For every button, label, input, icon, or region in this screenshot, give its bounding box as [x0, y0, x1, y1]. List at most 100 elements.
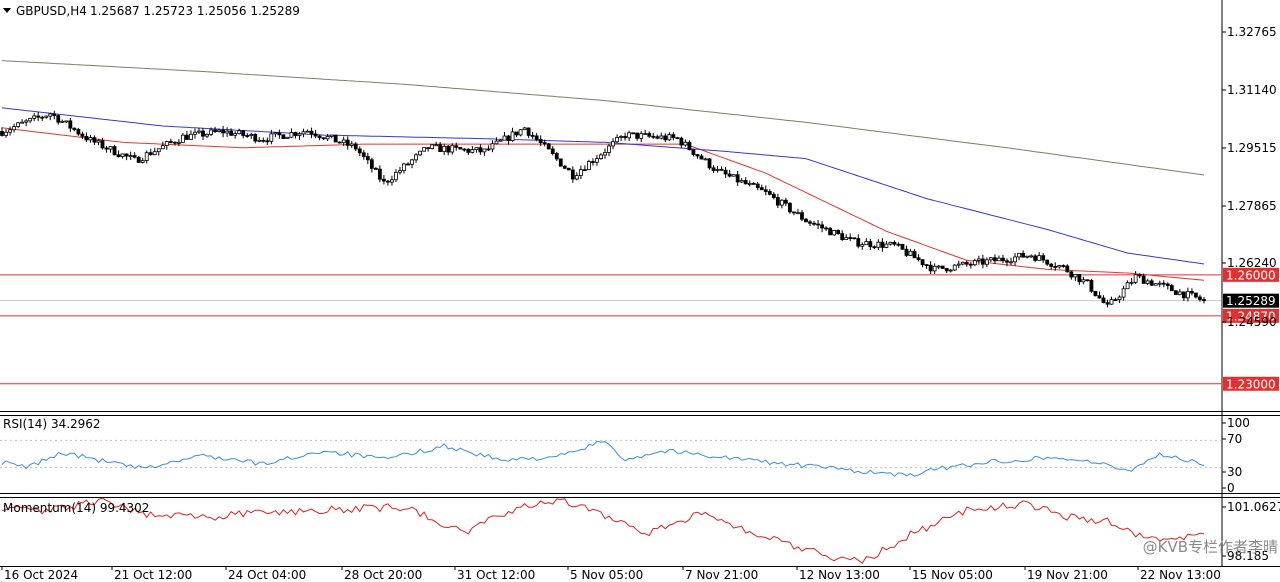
candle[interactable]	[904, 245, 909, 257]
candle[interactable]	[908, 248, 913, 256]
candle[interactable]	[88, 134, 93, 143]
candle[interactable]	[221, 125, 226, 138]
candle[interactable]	[249, 132, 254, 139]
candle[interactable]	[993, 254, 997, 265]
candle[interactable]	[1101, 295, 1106, 304]
candle[interactable]	[1157, 280, 1162, 288]
candle[interactable]	[345, 136, 350, 150]
candle[interactable]	[615, 134, 619, 143]
candle[interactable]	[486, 145, 491, 151]
candle[interactable]	[510, 127, 515, 142]
candle[interactable]	[32, 112, 37, 122]
candle[interactable]	[562, 164, 567, 170]
candle[interactable]	[124, 153, 129, 161]
candle[interactable]	[1033, 254, 1038, 263]
candle[interactable]	[1017, 252, 1021, 261]
candle[interactable]	[1186, 287, 1190, 302]
candle[interactable]	[534, 132, 539, 142]
candle[interactable]	[1081, 276, 1086, 285]
candle[interactable]	[12, 123, 16, 133]
candle[interactable]	[1190, 288, 1194, 296]
candle[interactable]	[1137, 273, 1142, 279]
candle[interactable]	[550, 146, 555, 156]
candle[interactable]	[474, 147, 479, 153]
candle[interactable]	[1085, 279, 1090, 282]
candle[interactable]	[1073, 274, 1078, 282]
candle[interactable]	[261, 137, 266, 143]
candle[interactable]	[599, 152, 603, 160]
candle[interactable]	[591, 158, 595, 166]
candle[interactable]	[900, 243, 905, 250]
candle[interactable]	[1013, 253, 1017, 266]
candle[interactable]	[225, 127, 230, 137]
candle[interactable]	[381, 175, 386, 185]
candle[interactable]	[731, 174, 736, 177]
candle[interactable]	[1173, 290, 1178, 295]
candle[interactable]	[48, 112, 53, 121]
candle[interactable]	[944, 268, 949, 274]
candle[interactable]	[1129, 278, 1134, 286]
candle[interactable]	[848, 233, 853, 242]
candle[interactable]	[56, 114, 61, 125]
candle[interactable]	[840, 230, 845, 241]
candle[interactable]	[583, 165, 587, 172]
candle[interactable]	[1049, 262, 1054, 270]
candle[interactable]	[305, 129, 310, 133]
candle[interactable]	[924, 264, 929, 269]
candle[interactable]	[1037, 252, 1042, 261]
candle[interactable]	[104, 146, 109, 153]
candle[interactable]	[1001, 254, 1005, 264]
candle[interactable]	[727, 169, 732, 178]
candle[interactable]	[916, 254, 921, 262]
candle[interactable]	[920, 259, 925, 268]
candle[interactable]	[884, 240, 889, 249]
candle[interactable]	[587, 159, 591, 171]
candle[interactable]	[60, 119, 65, 124]
candle[interactable]	[353, 142, 358, 152]
candle[interactable]	[603, 148, 607, 159]
candle[interactable]	[1005, 258, 1009, 267]
candle[interactable]	[860, 242, 865, 250]
candle[interactable]	[229, 128, 234, 136]
candle[interactable]	[301, 128, 306, 138]
candle[interactable]	[607, 143, 611, 157]
candle[interactable]	[390, 175, 394, 186]
candle[interactable]	[197, 127, 201, 135]
candle[interactable]	[928, 261, 933, 275]
candle[interactable]	[490, 140, 495, 153]
candle[interactable]	[952, 264, 957, 272]
candle[interactable]	[369, 157, 374, 173]
candle[interactable]	[92, 135, 97, 146]
candle[interactable]	[964, 260, 969, 267]
candle[interactable]	[687, 140, 692, 151]
candle[interactable]	[1169, 283, 1174, 292]
candle[interactable]	[1145, 278, 1150, 286]
candle[interactable]	[64, 120, 69, 123]
candle[interactable]	[434, 141, 439, 147]
candle[interactable]	[1053, 262, 1058, 271]
candle[interactable]	[558, 158, 563, 167]
candle[interactable]	[611, 138, 615, 150]
candle[interactable]	[136, 156, 141, 163]
candle[interactable]	[482, 148, 487, 156]
candle[interactable]	[1141, 273, 1146, 284]
candle[interactable]	[844, 234, 849, 240]
candle[interactable]	[735, 170, 740, 186]
candle[interactable]	[872, 245, 877, 250]
candle[interactable]	[205, 133, 209, 138]
candle[interactable]	[377, 165, 382, 183]
candle[interactable]	[627, 130, 632, 142]
candle[interactable]	[28, 117, 33, 124]
candle[interactable]	[1161, 280, 1166, 288]
candle[interactable]	[281, 134, 286, 139]
candle[interactable]	[784, 197, 788, 206]
candle[interactable]	[1105, 299, 1110, 308]
candle[interactable]	[422, 147, 427, 152]
candle[interactable]	[595, 154, 599, 166]
candle[interactable]	[800, 210, 804, 222]
candle[interactable]	[20, 119, 25, 124]
candle[interactable]	[1153, 283, 1158, 286]
candle[interactable]	[667, 132, 672, 142]
candle[interactable]	[386, 180, 390, 186]
candle[interactable]	[671, 132, 676, 141]
